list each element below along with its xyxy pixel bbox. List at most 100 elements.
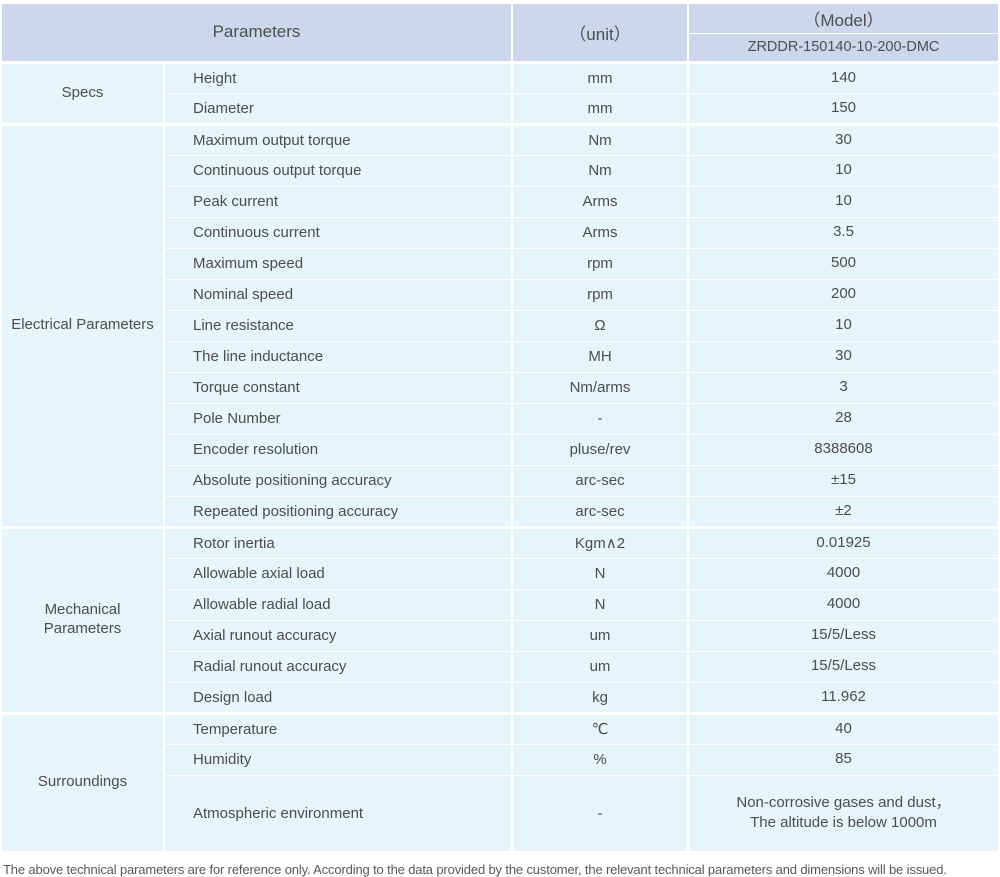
unit-cell: N [511, 557, 689, 590]
unit-cell: - [511, 402, 689, 435]
value-cell: 11.962 [687, 681, 998, 714]
parameter-cell: The line inductance [164, 340, 513, 373]
model-number: ZRDDR-150140-10-200-DMC [688, 32, 998, 64]
unit-cell: arc-sec [511, 495, 689, 528]
unit-cell: Nm/arms [511, 371, 689, 404]
table-row: Encoder resolution pluse/rev 8388608 [2, 433, 998, 466]
unit-cell: Nm [511, 122, 689, 156]
table-row: Allowable axial load N 4000 [2, 557, 998, 590]
parameter-cell: Humidity [164, 743, 513, 776]
parameter-cell: Atmospheric environment [164, 774, 513, 851]
value-cell: 10 [687, 154, 998, 187]
header-row-model: ZRDDR-150140-10-200-DMC [2, 32, 998, 64]
parameter-cell: Torque constant [164, 371, 513, 404]
value-cell: 85 [687, 743, 998, 776]
value-cell: 40 [687, 711, 998, 745]
value-cell: 3.5 [687, 216, 998, 249]
parameter-cell: Peak current [164, 185, 513, 218]
parameter-cell: Radial runout accuracy [164, 650, 513, 683]
unit-cell: MH [511, 340, 689, 373]
value-cell: 10 [687, 309, 998, 342]
value-cell: 30 [687, 340, 998, 373]
value-cell: 30 [687, 122, 998, 156]
parameter-cell: Diameter [164, 92, 513, 125]
parameter-cell: Maximum speed [164, 247, 513, 280]
value-cell: 8388608 [687, 433, 998, 466]
parameter-cell: Allowable axial load [164, 557, 513, 590]
unit-cell: rpm [511, 247, 689, 280]
table-row: Axial runout accuracy um 15/5/Less [2, 619, 998, 652]
value-cell: 0.01925 [687, 525, 998, 559]
unit-cell: rpm [511, 278, 689, 311]
value-cell: ±15 [687, 464, 998, 497]
parameter-cell: Nominal speed [164, 278, 513, 311]
footnote-text: The above technical parameters are for r… [3, 861, 947, 877]
header-parameters: Parameters [2, 4, 513, 64]
value-cell: ±2 [687, 495, 998, 528]
table-row: Maximum speed rpm 500 [2, 247, 998, 280]
unit-cell: mm [511, 60, 689, 94]
table-row: Radial runout accuracy um 15/5/Less [2, 650, 998, 683]
parameter-cell: Continuous current [164, 216, 513, 249]
unit-cell: ℃ [511, 711, 689, 745]
header-unit: （unit） [511, 4, 689, 64]
category-cell: Surroundings [2, 711, 165, 852]
unit-cell: % [511, 743, 689, 776]
unit-cell: Ω [511, 309, 689, 342]
parameter-cell: Height [163, 60, 513, 94]
table-row: Torque constant Nm/arms 3 [2, 371, 998, 404]
unit-cell: Arms [511, 185, 689, 218]
table-row: Humidity% 85 [2, 743, 998, 776]
parameter-cell: Temperature [163, 711, 513, 745]
parameter-cell: Rotor inertia [163, 525, 513, 559]
value-cell: 15/5/Less [687, 650, 998, 683]
table-row: Nominal speed rpm 200 [2, 278, 998, 311]
table-row: Atmospheric environment - Non-corrosive ga… [2, 774, 998, 851]
value-cell: 4000 [687, 588, 998, 621]
parameter-cell: Line resistance [164, 309, 513, 342]
unit-cell: Arms [511, 216, 689, 249]
value-cell: 4000 [687, 557, 998, 590]
parameter-cell: Absolute positioning accuracy [164, 464, 513, 497]
parameter-cell: Continuous output torque [164, 154, 513, 187]
value-cell: Non-corrosive gases and dust， The altitu… [687, 774, 998, 851]
table-row: The line inductance MH 30 [2, 340, 998, 373]
table-row: Diameter mm 150 [2, 92, 998, 125]
table-row: Specs Height mm 140 [2, 60, 998, 125]
unit-cell: mm [511, 92, 689, 125]
table-row: Repeated positioning accuracy arc-sec ±2 [2, 495, 998, 528]
table-row: Pole Number -28 [2, 402, 998, 435]
value-cell: 28 [687, 402, 998, 435]
unit-cell: N [511, 588, 689, 621]
unit-cell: um [511, 619, 689, 652]
value-cell: 150 [687, 92, 998, 125]
value-cell: 3 [687, 371, 998, 404]
header-row-top: Parameters （unit） （Model） [2, 4, 998, 64]
parameter-cell: Repeated positioning accuracy [164, 495, 513, 528]
unit-cell: um [511, 650, 689, 683]
value-cell: 15/5/Less [687, 619, 998, 652]
parameter-cell: Axial runout accuracy [164, 619, 513, 652]
table-row: Continuous current Arms 3.5 [2, 216, 998, 249]
unit-cell: Nm [511, 154, 689, 187]
value-cell: 200 [687, 278, 998, 311]
header-model: （Model） [687, 4, 998, 34]
unit-cell: pluse/rev [511, 433, 689, 466]
parameter-cell: Pole Number [164, 402, 513, 435]
unit-cell: arc-sec [511, 464, 689, 497]
table-row: Surroundings Temperature ℃ 40 [2, 711, 998, 852]
table-row: Mechanical Parameters Rotor inertia Kgm∧2 0… [2, 525, 998, 714]
category-cell: Electrical Parameters [2, 122, 165, 528]
category-cell: Specs [2, 60, 165, 125]
unit-cell: kg [511, 681, 689, 714]
table-row: Continuous output torque Nm 10 [2, 154, 998, 187]
table-row: Electrical Parameters Maximum output torq… [2, 122, 998, 528]
parameter-cell: Maximum output torque [163, 122, 513, 156]
spec-table-body: Specs Height mm 140 Diameter mm 150 Electrical … [2, 60, 998, 852]
unit-cell: - [511, 774, 689, 851]
spec-table-header: Parameters （unit） （Model） ZRDDR-150140-1… [2, 4, 998, 64]
value-cell: 10 [687, 185, 998, 218]
parameter-cell: Design load [164, 681, 513, 714]
table-row: Absolute positioning accuracy arc-sec ±15 [2, 464, 998, 497]
value-cell: 140 [687, 60, 998, 94]
